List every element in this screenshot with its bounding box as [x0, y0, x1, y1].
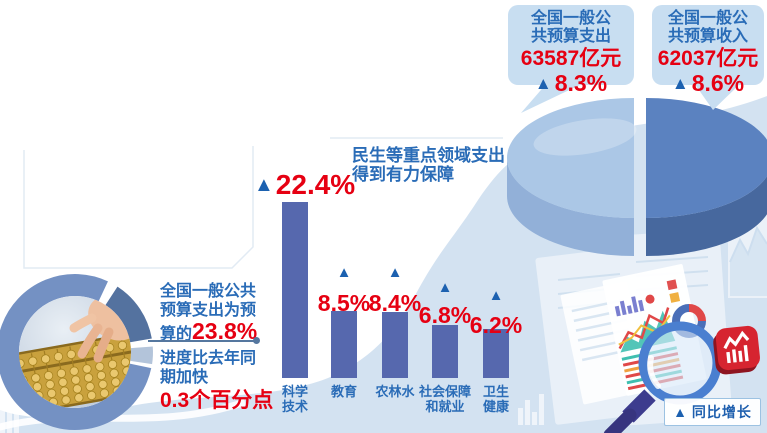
bar-value-label: 6.8% — [418, 302, 472, 328]
leader-line — [148, 340, 256, 342]
note-budget-progress: 全国一般公共 预算支出为预 算的 23.8% — [160, 282, 270, 344]
pie-slice-expenditure-side — [507, 158, 634, 256]
bar-category-label: 农林水 — [375, 384, 415, 399]
bar-社会保障和就业 — [432, 325, 458, 378]
bar-科学技术 — [282, 202, 308, 378]
pie-slice-expenditure-top — [507, 98, 634, 218]
leader-line-dot — [253, 337, 260, 344]
bar-category-label: 科学 技术 — [281, 384, 308, 414]
callout-title-line: 全国一般公 — [530, 10, 611, 27]
bar-category-label: 卫生 健康 — [482, 384, 509, 414]
pie-slice-revenue-top — [646, 98, 767, 218]
abacus-photo-ring — [0, 274, 153, 430]
caption-line: 得到有力保障 — [352, 165, 454, 184]
callout-title-line: 共预算支出 — [530, 28, 611, 45]
ring-segment-light — [130, 346, 153, 365]
callout-title-line: 全国一般公 — [667, 10, 748, 27]
bar-农林水 — [382, 312, 408, 378]
bar-value-label: 8.4% — [368, 290, 422, 316]
bar-卫生健康 — [483, 329, 509, 378]
pie-chart — [507, 98, 767, 256]
bar-value-label: 8.5% — [317, 290, 371, 316]
callout-revenue: 全国一般公 共预算收入 62037亿元 ▲ 8.6% — [652, 5, 764, 95]
up-triangle-icon: ▲ — [671, 73, 689, 93]
note-highlight-percent: 23.8% — [192, 318, 258, 344]
legend-yoy-growth: ▲ 同比增长 — [664, 398, 761, 426]
up-triangle-icon: ▲ — [488, 287, 504, 304]
callout-value: 62037亿元 — [657, 47, 759, 70]
media-logo — [713, 325, 760, 375]
pie-slice-revenue-side — [646, 176, 767, 256]
caption-line: 民生等重点领域支出 — [352, 146, 505, 165]
callout-percent: 8.6% — [691, 70, 745, 96]
bar-category-label: 教育 — [330, 384, 357, 399]
legend-label: 同比增长 — [691, 404, 752, 420]
callout-title-line: 共预算收入 — [667, 28, 748, 45]
ring-segment-dark — [105, 286, 152, 343]
up-triangle-icon: ▲ — [387, 264, 403, 281]
up-triangle-icon: ▲ — [336, 264, 352, 281]
bar-value-label: 6.2% — [469, 312, 523, 338]
note-line: 期加快 — [160, 369, 209, 386]
bar-教育 — [331, 311, 357, 378]
bar-category-label: 社会保障 和就业 — [418, 384, 471, 414]
ring-segment-main — [0, 274, 152, 430]
up-triangle-icon: ▲ — [534, 73, 552, 93]
callout-value: 63587亿元 — [520, 47, 622, 70]
note-line: 全国一般公共 — [160, 283, 257, 300]
note-line: 算的 — [160, 326, 193, 343]
bar-value-label: ▲ 22.4% — [254, 169, 356, 200]
analysis-illustration — [560, 264, 722, 433]
callout-percent: 8.3% — [554, 70, 608, 96]
up-triangle-icon: ▲ — [673, 404, 687, 420]
bar-chart-caption: 民生等重点领域支出 得到有力保障 — [352, 146, 505, 184]
note-line: 进度比去年同 — [160, 350, 257, 367]
callout-expenditure: 全国一般公 共预算支出 63587亿元 ▲ 8.3% — [508, 5, 634, 95]
note-pace: 进度比去年同 期加快 0.3个百分点 — [160, 349, 280, 413]
note-line: 预算支出为预 — [160, 302, 257, 319]
note-highlight-points: 0.3个百分点 — [160, 389, 274, 412]
up-triangle-icon: ▲ — [437, 279, 453, 296]
up-triangle-icon: ▲ — [254, 174, 274, 196]
